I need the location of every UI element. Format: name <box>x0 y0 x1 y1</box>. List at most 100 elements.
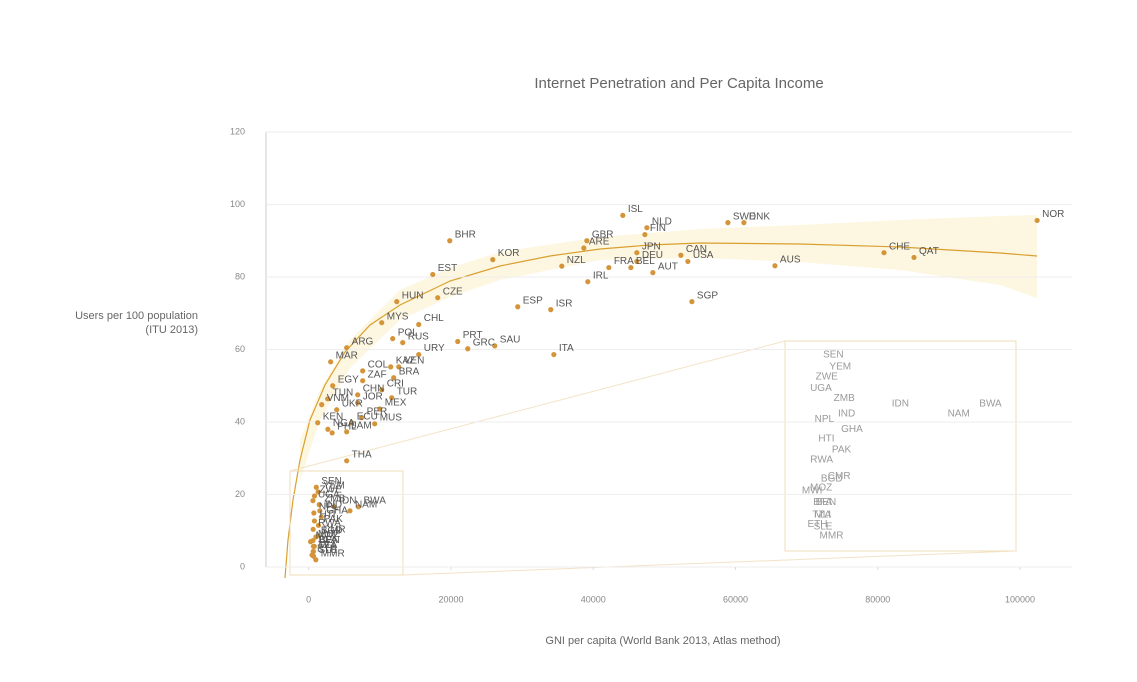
point <box>328 359 334 365</box>
point <box>308 539 314 545</box>
point <box>325 426 331 432</box>
point <box>330 383 336 389</box>
y-tick-label: 120 <box>230 126 245 136</box>
inset-label: MLI <box>814 510 831 521</box>
x-axis-label: GNI per capita (World Bank 2013, Atlas m… <box>545 635 780 647</box>
inset-label: ETH <box>807 519 827 530</box>
y-axis-label: Users per 100 population <box>75 310 198 322</box>
point-label: SLE <box>319 545 338 556</box>
point-label: NPL <box>319 502 339 513</box>
inset-label: UGA <box>810 383 832 394</box>
point-label: CMR <box>323 524 346 535</box>
point <box>315 420 321 426</box>
y-tick-label: 60 <box>235 344 245 354</box>
point-label: MOZ <box>318 529 340 540</box>
point <box>389 395 395 401</box>
point <box>317 508 323 514</box>
zoom-inset <box>784 340 1017 552</box>
point <box>581 245 587 251</box>
point <box>344 429 350 435</box>
point <box>447 238 453 244</box>
point-label: RUS <box>408 331 429 342</box>
point <box>396 364 402 370</box>
point-label: DNK <box>749 211 770 222</box>
inset-label: HTI <box>818 434 834 445</box>
point <box>318 514 324 520</box>
point-label: GRC <box>473 337 495 348</box>
point <box>311 510 317 516</box>
inset-label: ZWE <box>816 371 839 382</box>
point-label: COL <box>368 360 389 371</box>
point-label: CHE <box>889 241 910 252</box>
point <box>416 321 422 328</box>
point <box>355 400 361 406</box>
point-label: ARG <box>352 336 374 347</box>
point <box>551 351 557 358</box>
point <box>1034 217 1040 224</box>
point-label: FIN <box>650 223 666 234</box>
zoom-connector <box>289 340 786 472</box>
point-label: GHA <box>326 506 348 517</box>
point <box>313 557 319 563</box>
inset-label: NPL <box>815 414 835 425</box>
point-label: ARE <box>589 237 610 248</box>
point-label: URY <box>424 343 445 354</box>
point-label: AUT <box>658 261 678 272</box>
point-label: BWA <box>363 495 386 506</box>
point <box>315 533 321 539</box>
point-label: QAT <box>919 246 939 257</box>
point-label: TUN <box>333 387 354 398</box>
point <box>372 421 378 427</box>
inset-label: CMR <box>828 471 851 482</box>
y-axis-label: (ITU 2013) <box>145 324 198 336</box>
point <box>347 508 353 514</box>
point <box>310 543 317 549</box>
point <box>310 498 316 504</box>
point-label: EGY <box>338 374 359 385</box>
point <box>394 299 400 305</box>
point-label: ITA <box>559 343 574 354</box>
point-label: ISR <box>556 298 573 309</box>
x-tick-label: 60000 <box>723 594 748 604</box>
point <box>725 220 731 226</box>
point-label: IND <box>325 499 342 510</box>
inset-label: SLE <box>814 521 833 532</box>
point <box>490 257 496 263</box>
point <box>377 406 383 412</box>
point-label: MAR <box>336 350 358 361</box>
point <box>315 489 321 495</box>
point-label: NOR <box>1042 209 1064 220</box>
point-label: SEN <box>321 476 342 487</box>
inset-label: IND <box>838 408 855 419</box>
point-label: UKR <box>342 398 363 409</box>
point-label: BHR <box>455 229 476 240</box>
point-label: NLD <box>652 216 672 227</box>
point-label: MMR <box>321 548 345 559</box>
point-label: JAM <box>352 420 372 431</box>
point-label: BRA <box>399 366 420 377</box>
point-label: CAN <box>686 244 707 255</box>
y-tick-label: 0 <box>240 561 245 571</box>
point <box>319 402 325 408</box>
point-label: USA <box>693 250 714 261</box>
inset-label: IDN <box>892 398 909 409</box>
inset-label: BWA <box>979 398 1002 409</box>
point <box>881 250 887 256</box>
point <box>606 264 612 271</box>
point <box>585 279 591 285</box>
point <box>360 368 366 374</box>
inset-label: PAK <box>832 445 852 456</box>
point-label: ECU <box>357 411 378 422</box>
inset-label: ZMB <box>834 393 855 404</box>
point-label: GBR <box>592 229 614 240</box>
point <box>628 264 634 271</box>
point-label: POL <box>398 327 418 338</box>
point <box>310 526 316 532</box>
point <box>331 504 337 510</box>
point <box>391 375 397 381</box>
point <box>515 304 521 310</box>
point <box>642 231 648 238</box>
point-label: TZA <box>318 540 337 551</box>
point-label: MLI <box>318 540 335 551</box>
inset-label: YEM <box>829 361 851 372</box>
